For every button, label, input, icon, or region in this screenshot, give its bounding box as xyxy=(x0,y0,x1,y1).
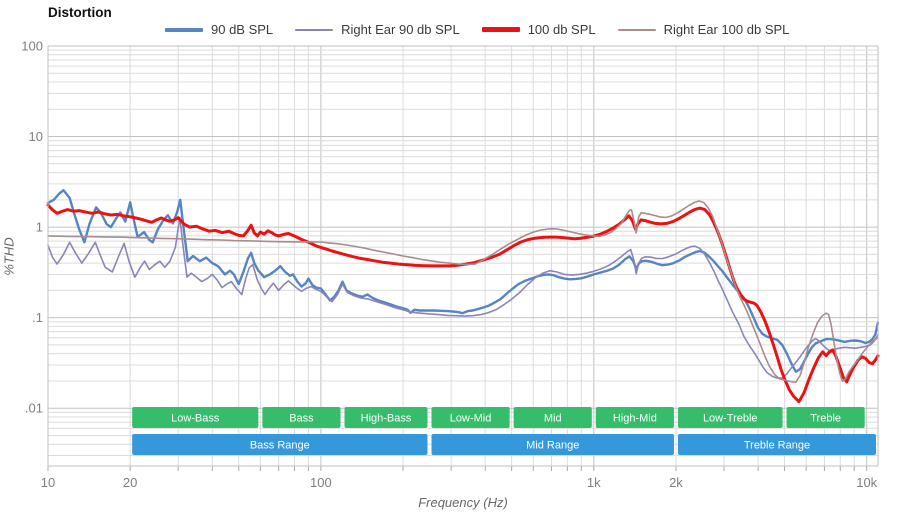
band-mid-range xyxy=(431,434,674,455)
legend-item-right-ear-90-db-spl: Right Ear 90 db SPL xyxy=(295,22,460,37)
x-tick-label-2k: 2k xyxy=(669,475,683,490)
band-mid xyxy=(513,407,592,428)
legend-item-label: Right Ear 90 db SPL xyxy=(341,22,460,37)
series-right-ear-100-db-spl-line xyxy=(47,200,879,384)
band-label-mid: Mid xyxy=(544,413,562,425)
x-axis-label: Frequency (Hz) xyxy=(418,495,508,510)
band-label-treble: Treble xyxy=(810,413,841,425)
band-label-bass-range: Bass Range xyxy=(250,440,310,452)
chart-legend: 90 dB SPL Right Ear 90 db SPL 100 db SPL Ri… xyxy=(165,22,789,37)
legend-item-label: 90 dB SPL xyxy=(211,22,274,37)
y-tick-label-100: 100 xyxy=(21,39,43,54)
y-tick-labels: 100 10 1 .1 .01 xyxy=(21,39,43,416)
band-bass-range xyxy=(132,434,428,455)
legend-line-swatch xyxy=(617,28,656,31)
series-100-db-spl-line xyxy=(46,203,880,404)
band-label-treble-range: Treble Range xyxy=(744,440,810,452)
band-treble-range xyxy=(677,434,876,455)
band-label-low-treble: Low-Treble xyxy=(703,413,758,425)
band-label-high-mid: High-Mid xyxy=(613,413,657,425)
band-low-bass xyxy=(132,407,259,428)
legend-line-swatch xyxy=(481,27,520,32)
legend-item-90-db-spl: 90 dB SPL xyxy=(165,22,273,37)
legend-item-100-db-spl: 100 db SPL xyxy=(481,22,596,37)
band-label-low-mid: Low-Mid xyxy=(450,413,492,425)
legend-item-label: Right Ear 100 db SPL xyxy=(663,22,790,37)
y-tick-label-1: 1 xyxy=(36,220,43,235)
x-tick-label-100: 100 xyxy=(310,475,332,490)
plot-border xyxy=(47,45,879,467)
band-low-mid xyxy=(431,407,510,428)
legend-line-swatch xyxy=(165,27,203,32)
y-tick-label-1: .1 xyxy=(32,310,43,325)
y-tick-label-10: 10 xyxy=(29,129,43,144)
band-high-bass xyxy=(344,407,428,428)
band-label-mid-range: Mid Range xyxy=(526,440,579,452)
x-tick-label-10: 10 xyxy=(41,475,55,490)
band-label-bass: Bass xyxy=(289,413,314,425)
x-tick-label-10k: 10k xyxy=(856,475,877,490)
chart-title: Distortion xyxy=(48,5,112,20)
band-label-high-bass: High-Bass xyxy=(361,413,412,425)
y-tick-label-01: .01 xyxy=(25,401,43,416)
gridlines xyxy=(47,45,878,466)
frequency-bands: Low-Bass Bass High-Bass Low-Mid Mid High-Mid L… xyxy=(132,407,876,455)
x-tick-labels: 10 20 100 1k 2k 10k xyxy=(41,475,878,490)
y-axis-label: %THD xyxy=(1,237,17,276)
band-bass xyxy=(262,407,341,428)
series-right-ear-90-db-spl-line xyxy=(47,216,879,379)
band-label-low-bass: Low-Bass xyxy=(171,413,220,425)
series-lines xyxy=(46,189,880,404)
x-tick-label-1k: 1k xyxy=(587,475,601,490)
series-90-db-spl-line xyxy=(46,189,880,373)
band-treble xyxy=(786,407,865,428)
x-tick-label-20: 20 xyxy=(123,475,137,490)
x-axis-ticks xyxy=(47,466,868,471)
legend-item-right-ear-100-db-spl: Right Ear 100 db SPL xyxy=(617,22,790,37)
legend-line-swatch xyxy=(295,28,334,31)
band-high-mid xyxy=(595,407,674,428)
band-low-treble xyxy=(677,407,783,428)
legend-item-label: 100 db SPL xyxy=(527,22,596,37)
